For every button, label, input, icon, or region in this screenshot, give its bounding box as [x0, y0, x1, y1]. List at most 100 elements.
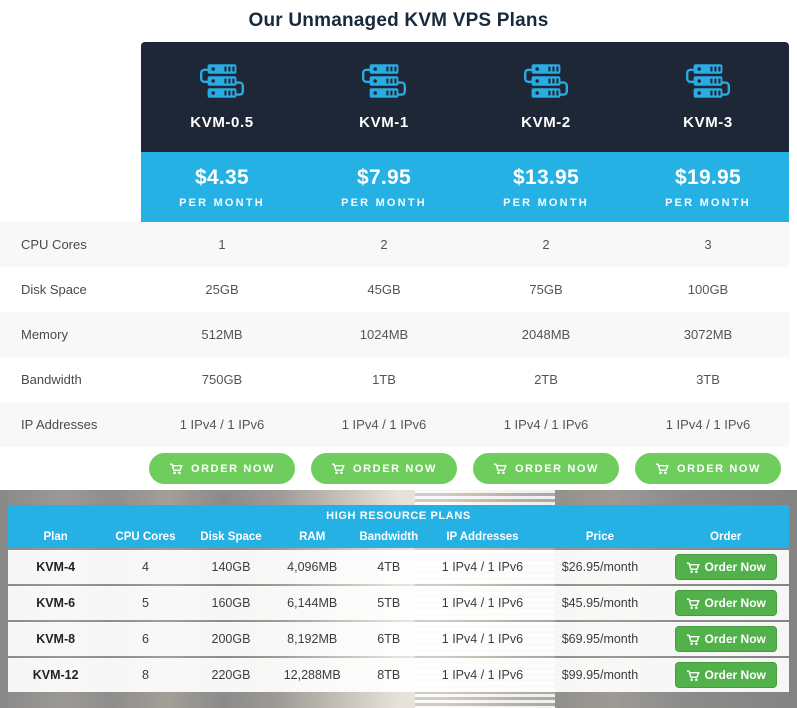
feature-row-cpu-cores: CPU Cores 1 2 2 3: [0, 222, 789, 267]
feature-value: 3072MB: [683, 327, 733, 342]
header-spacer: [0, 42, 141, 152]
disk-cell: 200GB: [211, 632, 251, 646]
feature-value: 1TB: [372, 372, 396, 387]
order-now-label: ORDER NOW: [190, 462, 276, 475]
feature-value: 45GB: [367, 282, 401, 297]
feature-row-bandwidth: Bandwidth 750GB 1TB 2TB 3TB: [0, 357, 789, 402]
order-now-button-kvm-0.5[interactable]: ORDER NOW: [148, 453, 296, 484]
column-header-price: Price: [585, 531, 615, 543]
cart-icon: [685, 669, 699, 682]
plan-cell: KVM-4: [36, 560, 76, 574]
plan-cell: KVM-6: [36, 596, 76, 610]
feature-value: 3TB: [696, 372, 720, 387]
price-amount: $7.95: [356, 165, 412, 189]
plan-header-kvm-2: KVM-2: [465, 42, 627, 152]
cart-icon: [685, 597, 699, 610]
order-now-button-kvm-12[interactable]: Order Now: [674, 662, 777, 688]
plan-header-kvm-0.5: KVM-0.5: [141, 42, 303, 152]
order-now-button-kvm-8[interactable]: Order Now: [674, 626, 777, 652]
feature-value: 2048MB: [521, 327, 571, 342]
high-resource-title: HIGH RESOURCE PLANS: [8, 505, 789, 526]
column-header-cpu-cores: CPU Cores: [115, 531, 176, 543]
disk-cell: 220GB: [211, 668, 251, 682]
feature-label: Bandwidth: [21, 372, 82, 387]
table-row-kvm-12: KVM-12 8 220GB 12,288MB 8TB 1 IPv4 / 1 I…: [8, 658, 789, 692]
order-now-label: Order Now: [704, 596, 766, 610]
order-now-button-kvm-3[interactable]: ORDER NOW: [634, 453, 782, 484]
feature-value: 1 IPv4 / 1 IPv6: [503, 417, 589, 432]
order-now-label: Order Now: [704, 668, 766, 682]
column-header-ip-addresses: IP Addresses: [446, 531, 519, 543]
cpu-cell: 8: [141, 668, 149, 682]
ip-cell: 1 IPv4 / 1 IPv6: [441, 560, 524, 574]
per-month-label: PER MONTH: [503, 196, 589, 209]
table-row-kvm-4: KVM-4 4 140GB 4,096MB 4TB 1 IPv4 / 1 IPv…: [8, 550, 789, 584]
table-row-kvm-8: KVM-8 6 200GB 8,192MB 6TB 1 IPv4 / 1 IPv…: [8, 622, 789, 656]
feature-label: IP Addresses: [21, 417, 98, 432]
feature-value: 512MB: [201, 327, 243, 342]
ip-cell: 1 IPv4 / 1 IPv6: [441, 632, 524, 646]
cpu-cell: 4: [141, 560, 149, 574]
cpu-cell: 6: [141, 632, 149, 646]
bandwidth-cell: 5TB: [377, 596, 401, 610]
per-month-label: PER MONTH: [179, 196, 265, 209]
feature-value: 1: [218, 237, 226, 252]
order-now-label: Order Now: [704, 632, 766, 646]
order-now-button-kvm-4[interactable]: Order Now: [674, 554, 777, 580]
feature-label: Disk Space: [21, 282, 87, 297]
per-month-label: PER MONTH: [341, 196, 427, 209]
feature-value: 2TB: [534, 372, 558, 387]
plan-header-kvm-3: KVM-3: [627, 42, 789, 152]
cart-icon: [685, 561, 699, 574]
plan-name: KVM-1: [359, 114, 409, 131]
feature-value: 3: [704, 237, 712, 252]
high-resource-section: HIGH RESOURCE PLANS Plan CPU Cores Disk …: [0, 490, 797, 708]
page-title: Our Unmanaged KVM VPS Plans: [248, 10, 549, 31]
price-cell: $26.95/month: [561, 560, 639, 574]
server-icon: [199, 62, 245, 100]
plan-name: KVM-0.5: [190, 114, 254, 131]
order-now-button-kvm-6[interactable]: Order Now: [674, 590, 777, 616]
order-now-label: Order Now: [704, 560, 766, 574]
server-icon: [686, 62, 730, 100]
ram-cell: 8,192MB: [287, 632, 338, 646]
plan-header-row: KVM-0.5 KVM-1 KVM-2 KVM-3: [0, 42, 789, 152]
bandwidth-cell: 8TB: [377, 668, 401, 682]
feature-value: 2: [542, 237, 550, 252]
price-amount: $4.35: [194, 165, 250, 189]
bandwidth-cell: 6TB: [377, 632, 401, 646]
cart-icon: [169, 463, 183, 475]
price-kvm-1: $7.95 PER MONTH: [303, 152, 465, 222]
feature-value: 100GB: [687, 282, 729, 297]
cart-icon: [493, 463, 507, 475]
column-header-order: Order: [710, 531, 742, 543]
column-header-ram: RAM: [299, 531, 326, 543]
feature-row-memory: Memory 512MB 1024MB 2048MB 3072MB: [0, 312, 789, 357]
column-header-disk-space: Disk Space: [200, 531, 262, 543]
plan-name: KVM-3: [683, 114, 733, 131]
feature-value: 750GB: [201, 372, 243, 387]
order-now-label: ORDER NOW: [514, 462, 600, 475]
order-now-button-kvm-2[interactable]: ORDER NOW: [472, 453, 620, 484]
price-cell: $45.95/month: [561, 596, 639, 610]
price-cell: $99.95/month: [561, 668, 639, 682]
plan-cell: KVM-12: [32, 668, 79, 682]
plan-header-kvm-1: KVM-1: [303, 42, 465, 152]
ip-cell: 1 IPv4 / 1 IPv6: [441, 668, 524, 682]
cart-icon: [685, 633, 699, 646]
price-cell: $69.95/month: [561, 632, 639, 646]
price-amount: $13.95: [512, 165, 580, 189]
order-now-label: ORDER NOW: [676, 462, 762, 475]
order-now-button-kvm-1[interactable]: ORDER NOW: [310, 453, 458, 484]
vps-plans-table: KVM-0.5 KVM-1 KVM-2 KVM-3 $4.35 PER MONT…: [0, 42, 789, 490]
plan-name: KVM-2: [521, 114, 571, 131]
ram-cell: 4,096MB: [287, 560, 338, 574]
server-icon: [362, 62, 406, 100]
order-now-label: ORDER NOW: [352, 462, 438, 475]
feature-label: Memory: [21, 327, 68, 342]
price-kvm-3: $19.95 PER MONTH: [627, 152, 789, 222]
cart-icon: [655, 463, 669, 475]
price-amount: $19.95: [674, 165, 742, 189]
plan-cell: KVM-8: [36, 632, 76, 646]
